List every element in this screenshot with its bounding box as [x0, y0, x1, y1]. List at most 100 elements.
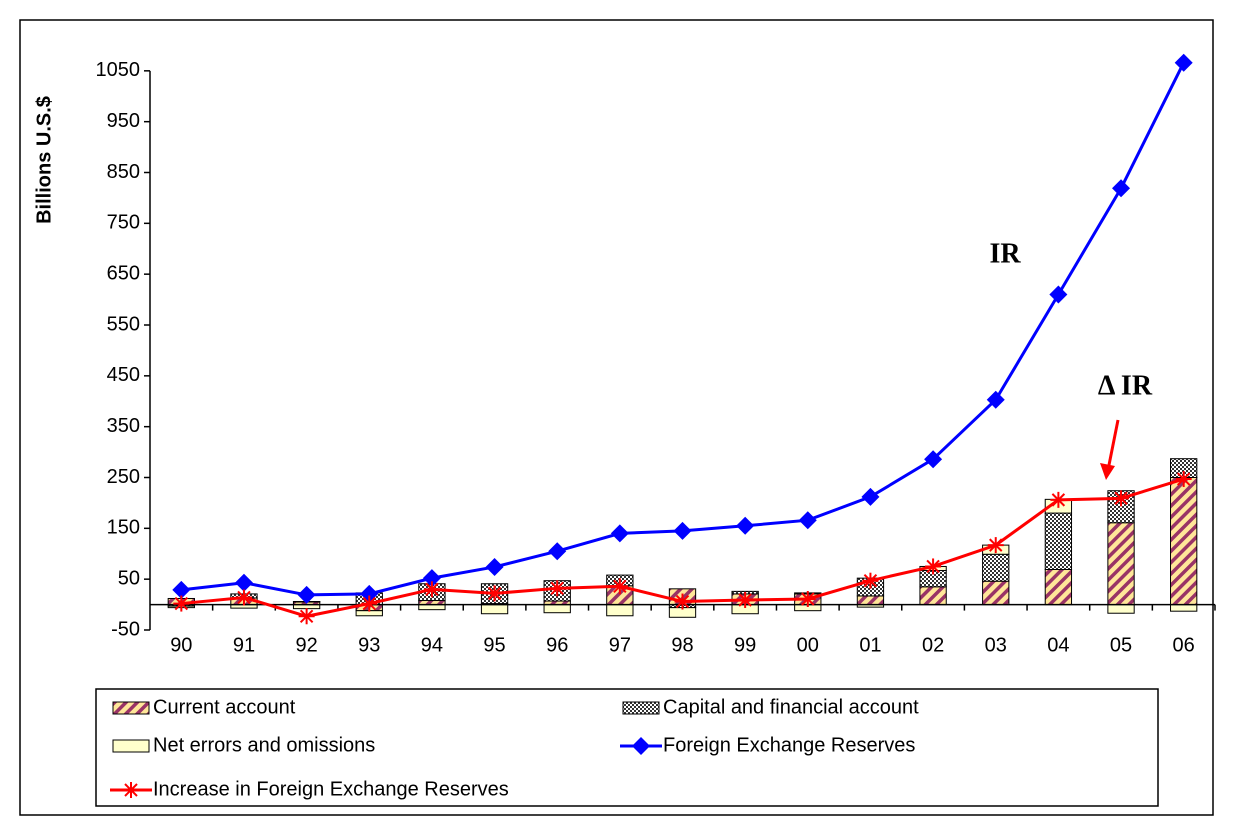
- legend-label: Net errors and omissions: [153, 734, 375, 756]
- legend-swatch: [622, 701, 660, 715]
- y-tick-label: 850: [107, 161, 140, 183]
- marker: [173, 595, 190, 612]
- annotation: Δ IR: [1098, 370, 1153, 401]
- marker: [1113, 490, 1130, 507]
- marker: [1049, 285, 1068, 304]
- marker: [861, 487, 880, 506]
- bar: [606, 604, 634, 617]
- marker: [422, 569, 441, 588]
- x-tick-label: 01: [859, 634, 881, 656]
- legend-label: Current account: [153, 696, 296, 718]
- bar: [418, 604, 446, 611]
- legend-label: Foreign Exchange Reserves: [663, 734, 915, 756]
- y-tick-label: 750: [107, 212, 140, 234]
- marker-stroke: [863, 573, 878, 588]
- marker-stroke: [237, 590, 251, 605]
- legend-label: Increase in Foreign Exchange Reserves: [153, 778, 509, 800]
- x-tick-label: 02: [922, 634, 944, 656]
- marker: [799, 590, 816, 607]
- marker-stroke: [1176, 472, 1191, 486]
- marker: [611, 578, 628, 595]
- x-tick-label: 94: [421, 634, 443, 656]
- marker-stroke: [926, 559, 940, 574]
- marker-stroke: [801, 592, 815, 606]
- marker: [123, 782, 139, 798]
- marker: [1112, 179, 1131, 198]
- y-tick-label: 450: [107, 364, 140, 386]
- bar: [982, 580, 1010, 606]
- bar: [1044, 512, 1073, 571]
- bar: [1170, 604, 1198, 612]
- marker: [361, 595, 378, 612]
- marker: [486, 585, 503, 602]
- marker: [298, 608, 315, 625]
- x-tick-label: 98: [671, 634, 693, 656]
- y-tick-label: 950: [107, 110, 140, 132]
- marker: [172, 580, 191, 599]
- marker-stroke: [550, 581, 564, 596]
- legend-label: Capital and financial account: [663, 696, 919, 718]
- bar: [1107, 604, 1135, 614]
- y-tick-label: 150: [107, 517, 140, 539]
- marker-stroke: [487, 586, 502, 601]
- bar: [1170, 477, 1198, 606]
- bar: [1044, 569, 1073, 606]
- chart-frame: [19, 19, 1214, 816]
- marker: [549, 580, 566, 597]
- bar: [543, 604, 571, 614]
- annotation-arrow: [1106, 419, 1120, 471]
- legend-swatch: [112, 739, 150, 753]
- y-tick-label: 50: [118, 567, 140, 589]
- y-tick-label: 1050: [96, 59, 141, 81]
- marker: [736, 516, 755, 535]
- bar: [480, 604, 509, 615]
- marker-stroke: [1114, 491, 1128, 506]
- bar: [919, 586, 947, 606]
- marker: [234, 573, 253, 592]
- marker: [297, 585, 316, 604]
- marker-stroke: [362, 596, 376, 611]
- marker-stroke: [299, 609, 314, 623]
- marker: [632, 737, 650, 755]
- legend-swatch: [112, 701, 150, 715]
- x-tick-label: 92: [295, 634, 317, 656]
- marker: [986, 390, 1005, 409]
- x-tick-label: 90: [170, 634, 192, 656]
- y-axis-label: Billions U.S.$: [33, 96, 55, 224]
- annotation: IR: [989, 238, 1021, 269]
- annotation-arrowhead: [1100, 463, 1115, 480]
- y-tick-label: 350: [107, 415, 140, 437]
- marker-stroke: [1051, 493, 1066, 507]
- marker-stroke: [738, 593, 752, 607]
- marker: [610, 524, 629, 543]
- x-tick-label: 03: [985, 634, 1007, 656]
- marker: [548, 542, 567, 561]
- bar: [1107, 522, 1135, 606]
- marker: [924, 450, 943, 469]
- marker-stroke: [174, 596, 189, 611]
- marker-stroke: [124, 783, 138, 797]
- marker-stroke: [989, 538, 1003, 552]
- bar: [856, 595, 885, 606]
- x-tick-label: 91: [233, 634, 255, 656]
- marker: [1174, 53, 1193, 72]
- marker: [423, 581, 440, 598]
- y-tick-label: 250: [107, 466, 140, 488]
- x-tick-label: 04: [1047, 634, 1069, 656]
- marker: [798, 511, 817, 530]
- x-tick-label: 93: [358, 634, 380, 656]
- x-tick-label: 06: [1173, 634, 1195, 656]
- marker-stroke: [425, 582, 439, 597]
- x-tick-label: 00: [797, 634, 819, 656]
- marker: [485, 557, 504, 576]
- marker: [235, 589, 252, 606]
- x-tick-label: 97: [609, 634, 631, 656]
- x-tick-label: 95: [483, 634, 505, 656]
- marker: [1050, 491, 1067, 508]
- marker: [674, 593, 691, 610]
- x-tick-label: 96: [546, 634, 568, 656]
- marker: [862, 572, 879, 589]
- bar: [982, 553, 1010, 582]
- marker: [987, 537, 1004, 554]
